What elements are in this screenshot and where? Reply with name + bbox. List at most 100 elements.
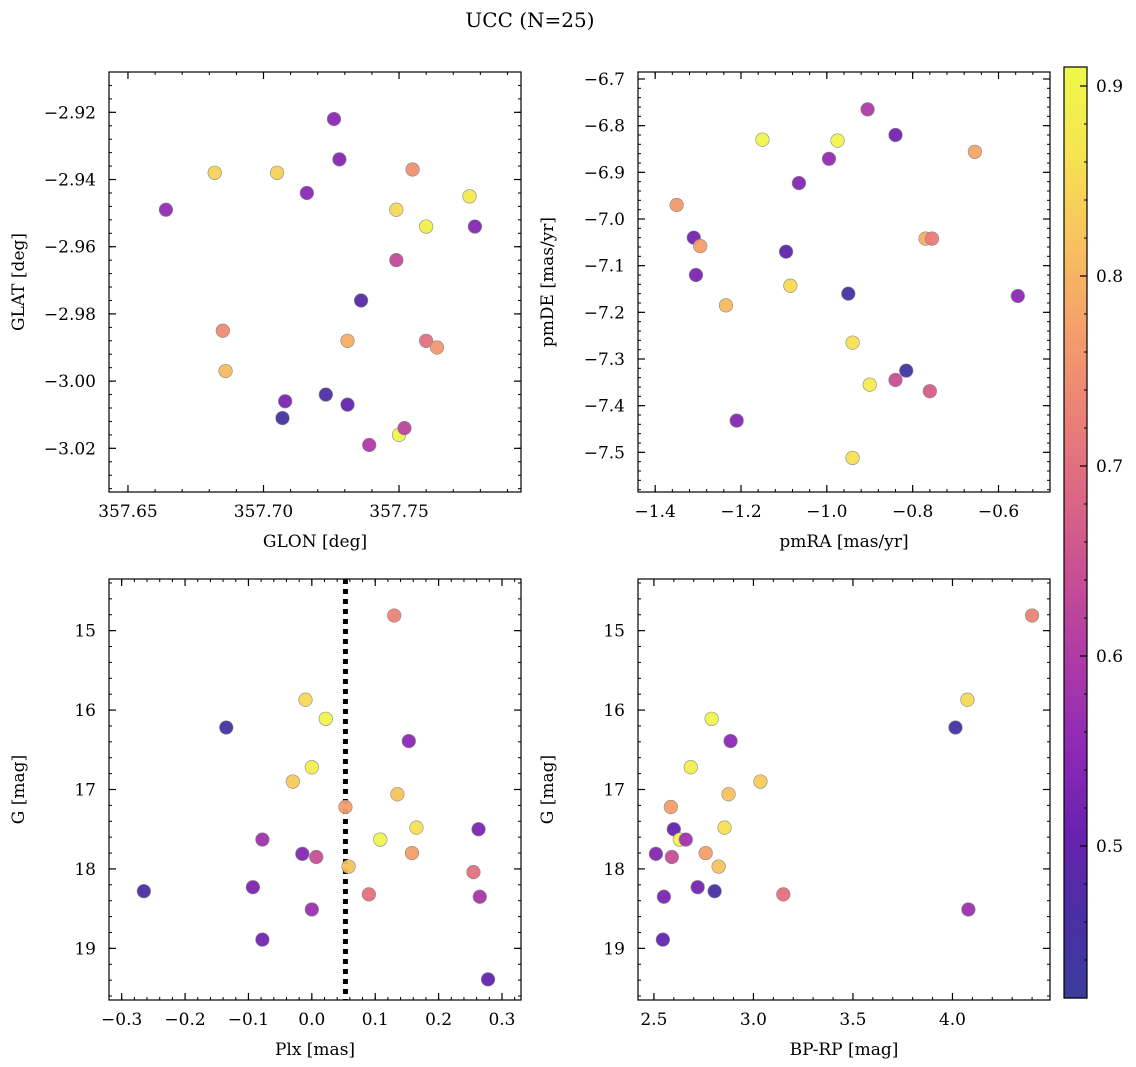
colorbar-segment	[1064, 842, 1087, 852]
colorbar-segment	[1064, 687, 1087, 697]
x-tick-label: 357.65	[98, 502, 157, 522]
data-point	[404, 845, 420, 861]
colorbar-segment	[1064, 191, 1087, 200]
data-point	[405, 162, 420, 177]
colorbar-segment	[1064, 672, 1087, 681]
colorbar-segment	[1064, 400, 1087, 409]
y-tick-label: −6.7	[584, 70, 625, 90]
y-tick-label: 15	[603, 622, 625, 642]
colorbar-segment	[1064, 323, 1087, 332]
colorbar-segment	[1064, 540, 1087, 549]
x-tick-label: 4.0	[939, 1010, 966, 1030]
colorbar-segment	[1064, 439, 1087, 448]
data-point	[462, 189, 477, 204]
colorbar-segment	[1064, 423, 1087, 433]
colorbar-segment	[1064, 152, 1087, 161]
colorbar-segment	[1064, 827, 1087, 836]
colorbar-segment	[1064, 253, 1087, 262]
colorbar-segment	[1064, 245, 1087, 254]
colorbar-segment	[1064, 532, 1087, 541]
data-point	[899, 363, 914, 378]
y-tick-label: −3.02	[44, 439, 96, 459]
data-point	[341, 859, 356, 874]
colorbar-segment	[1064, 780, 1087, 790]
data-point	[299, 185, 314, 201]
colorbar-segment	[1064, 392, 1087, 402]
y-tick-label: −6.9	[584, 163, 625, 183]
data-point	[721, 787, 736, 802]
y-tick-label: 16	[603, 701, 625, 721]
data-point	[255, 932, 270, 947]
colorbar-segment	[1064, 346, 1087, 355]
x-tick-label: −1.2	[720, 502, 761, 522]
data-point	[698, 845, 713, 861]
colorbar-segment	[1064, 431, 1087, 440]
data-point	[419, 219, 434, 234]
colorbar-segment	[1064, 136, 1087, 146]
x-tick-label: 3.0	[740, 1010, 767, 1030]
y-tick-label: −7.4	[584, 397, 625, 417]
data-point	[888, 127, 903, 143]
data-point	[472, 889, 487, 904]
colorbar-segment	[1064, 478, 1087, 487]
y-tick-label: −2.92	[44, 103, 96, 123]
data-point	[285, 774, 300, 789]
y-tick-label: −2.98	[44, 305, 96, 325]
colorbar-segment	[1064, 307, 1087, 316]
colorbar-segment	[1064, 679, 1087, 689]
panel-glon-glat: 357.65 357.70 357.75 −2.92 −2.94 −2.96 −2.98 −3…	[9, 71, 522, 552]
data-point	[298, 692, 313, 707]
data-point	[723, 733, 738, 749]
colorbar-segment	[1064, 447, 1087, 456]
colorbar-segment	[1064, 773, 1087, 782]
x-tick-label: 3.5	[839, 1010, 866, 1030]
data-point	[304, 760, 319, 775]
data-point	[961, 902, 976, 917]
colorbar-segment	[1064, 648, 1087, 658]
data-point	[960, 692, 975, 707]
colorbar-segment	[1064, 90, 1087, 99]
colorbar-segment	[1064, 198, 1087, 208]
data-point	[845, 450, 860, 466]
y-tick-label: 17	[603, 781, 625, 801]
colorbar-segment	[1064, 571, 1087, 580]
colorbar-segment	[1064, 695, 1087, 704]
y-tick-label: −2.94	[44, 171, 96, 191]
x-tick-label: 0.2	[425, 1010, 452, 1030]
panel-plx-g: −0.3 −0.2 −0.1 0.0 0.1 0.2 0.3 15 16 17 18 19 Plx [m…	[9, 578, 522, 1060]
y-tick-label: 15	[74, 622, 96, 642]
data-point	[663, 799, 678, 815]
data-point	[340, 397, 355, 412]
data-point	[830, 133, 845, 148]
data-point	[656, 889, 671, 904]
colorbar-segment	[1064, 835, 1087, 844]
y-tick-label: −3.00	[44, 372, 96, 392]
x-tick-label: −0.1	[228, 1010, 269, 1030]
colorbar-segment	[1064, 579, 1087, 588]
colorbar-segment	[1064, 974, 1087, 984]
y-tick-label: −7.3	[584, 350, 625, 370]
colorbar-segment	[1064, 67, 1087, 76]
data-point	[338, 799, 353, 815]
data-point	[361, 887, 376, 902]
y-tick-label: −7.1	[584, 257, 625, 277]
colorbar-segment	[1064, 74, 1087, 84]
data-point	[924, 231, 940, 246]
colorbar-segment	[1064, 105, 1087, 115]
colorbar-segment	[1064, 858, 1087, 867]
colorbar-segment	[1064, 625, 1087, 634]
data-point	[219, 720, 234, 735]
data-point	[295, 846, 310, 861]
data-point	[318, 711, 333, 726]
colorbar-segment	[1064, 866, 1087, 875]
data-point	[791, 175, 807, 191]
colorbar-segment	[1064, 361, 1087, 371]
colorbar-segment	[1064, 703, 1087, 712]
colorbar-segment	[1064, 749, 1087, 759]
colorbar-segment	[1064, 610, 1087, 619]
x-tick-label: −0.3	[101, 1010, 142, 1030]
data-point	[753, 774, 768, 789]
data-point	[467, 219, 483, 234]
data-point	[707, 884, 722, 899]
colorbar-segment	[1064, 943, 1087, 953]
